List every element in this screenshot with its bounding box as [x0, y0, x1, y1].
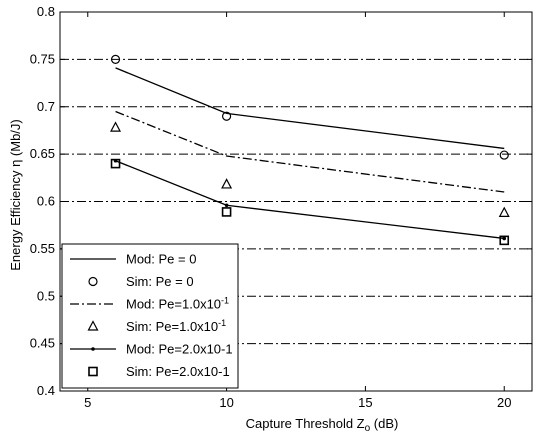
legend-label-main-0: Mod: Pe = 0: [126, 252, 196, 267]
y-tick-label-8: 0.8: [37, 4, 55, 19]
series-5-point-0: [110, 158, 121, 169]
y-tick-label-3: 0.55: [30, 241, 55, 256]
series-line-0: [115, 67, 505, 150]
y-tick-label-1: 0.45: [30, 336, 55, 351]
series-5-point-2: [499, 235, 510, 246]
grid-lines: [60, 58, 532, 345]
legend-label-4: Mod: Pe=2.0x10-1: [126, 342, 233, 357]
series-1-point-2: [499, 150, 509, 160]
legend-label-main-1: Sim: Pe = 0: [126, 274, 194, 289]
y-axis-label: Energy Efficiency η (Mb/J): [8, 119, 23, 270]
series-3-point-0: [110, 121, 122, 132]
series-3-point-2: [498, 206, 510, 217]
series-3-point-1: [221, 178, 233, 189]
legend-label-1: Sim: Pe = 0: [126, 274, 194, 289]
x-tick-label-3: 20: [497, 395, 511, 410]
y-tick-label-6: 0.7: [37, 99, 55, 114]
legend-marker-3: [87, 320, 99, 331]
legend-label-main-5: Sim: Pe=2.0x10-1: [126, 364, 230, 379]
legend-label-3: Sim: Pe=1.0x10-1: [126, 318, 226, 334]
legend-marker-1: [88, 276, 98, 287]
legend-label-main-4: Mod: Pe=2.0x10-1: [126, 342, 233, 357]
legend-label-0: Mod: Pe = 0: [126, 252, 196, 267]
y-tick-label-2: 0.5: [37, 288, 55, 303]
legend-label-5: Sim: Pe=2.0x10-1: [126, 364, 230, 379]
series-layer: [110, 54, 510, 246]
series-1-point-1: [221, 111, 232, 121]
legend-label-sup-2: -1: [221, 296, 229, 306]
legend-box: [61, 243, 239, 389]
y-tick-label-0: 0.4: [37, 383, 55, 398]
x-axis-label-subscript: o: [365, 423, 371, 434]
legend-marker-4: [91, 347, 95, 351]
legend-label-main-2: Mod: Pe=1.0x10: [126, 297, 221, 312]
legend-marker-5: [88, 366, 98, 377]
x-axis-label-unit: (dB): [370, 416, 398, 431]
legend-label-sup-3: -1: [218, 318, 226, 328]
x-tick-label-1: 10: [219, 395, 233, 410]
y-tick-label-7: 0.75: [30, 51, 55, 66]
legend-label-main-3: Sim: Pe=1.0x10: [126, 319, 218, 334]
series-5-point-1: [221, 207, 232, 217]
legend-label-2: Mod: Pe=1.0x10-1: [126, 296, 229, 312]
series-1-point-0: [110, 54, 121, 64]
series-line-2: [115, 110, 505, 193]
axis-ticks: 0.4 0.45 0.5 0.55 0.6 0.65 0.7 0.75 0.8 5 10 15 20: [30, 4, 532, 410]
y-tick-label-4: 0.6: [37, 194, 55, 209]
x-tick-label-2: 15: [358, 395, 372, 410]
x-axis-label: Capture Threshold Zo (dB): [246, 416, 399, 434]
series-4-point-1: [224, 203, 229, 208]
x-tick-label-0: 5: [84, 395, 91, 410]
series-4-point-2: [502, 236, 507, 241]
x-axis-label-main: Capture Threshold Z: [246, 416, 365, 431]
y-tick-label-5: 0.65: [30, 146, 55, 161]
